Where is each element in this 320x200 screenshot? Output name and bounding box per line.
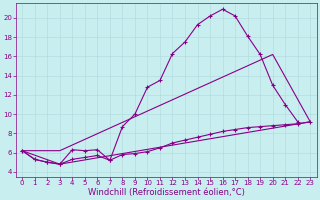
X-axis label: Windchill (Refroidissement éolien,°C): Windchill (Refroidissement éolien,°C)	[88, 188, 245, 197]
